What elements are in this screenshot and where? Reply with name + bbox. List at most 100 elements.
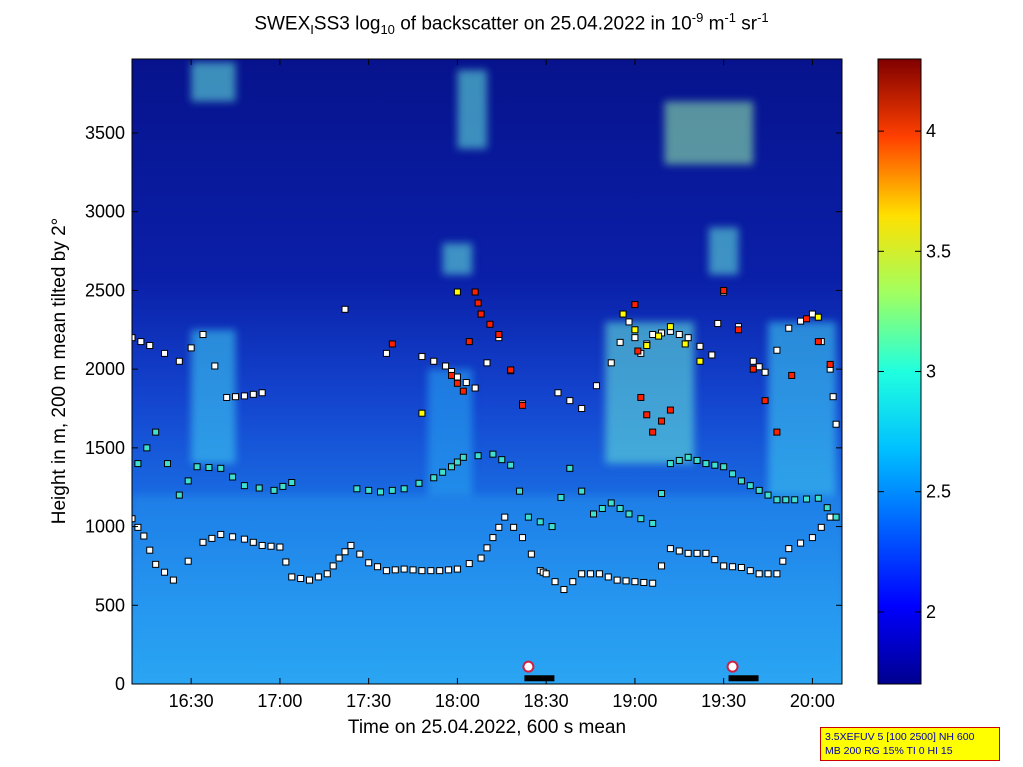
layer-marker	[607, 359, 615, 367]
layer-marker	[391, 566, 399, 574]
layer-marker	[519, 401, 526, 409]
x-axis-label: Time on 25.04.2022, 600 s mean	[347, 717, 627, 738]
layer-marker	[495, 331, 503, 339]
layer-marker	[826, 513, 834, 521]
layer-marker	[734, 326, 742, 334]
layer-marker	[764, 570, 772, 578]
layer-marker	[146, 546, 154, 554]
layer-marker	[814, 338, 822, 346]
layer-marker	[377, 488, 384, 496]
layer-marker	[193, 463, 201, 471]
layer-marker	[132, 515, 136, 523]
layer-marker	[675, 456, 683, 464]
layer-marker	[702, 460, 710, 468]
layer-marker	[548, 523, 556, 531]
layer-marker	[684, 334, 692, 342]
layer-marker	[643, 411, 651, 419]
layer-marker	[746, 482, 754, 490]
layer-marker	[453, 373, 461, 381]
layer-marker	[282, 558, 290, 566]
layer-marker	[459, 453, 467, 461]
layer-marker	[471, 384, 479, 392]
colorbar-tick-label: 3.5	[926, 241, 951, 261]
layer-marker	[693, 549, 701, 557]
layer-marker	[409, 566, 417, 574]
layer-marker	[761, 397, 769, 405]
layer-marker	[462, 379, 470, 387]
layer-marker	[483, 544, 491, 552]
layer-marker	[655, 332, 663, 340]
layer-marker	[161, 349, 169, 357]
layer-marker	[773, 346, 781, 354]
layer-marker	[249, 538, 257, 546]
layer-marker	[430, 357, 438, 365]
layer-marker	[693, 456, 701, 464]
layer-marker	[666, 545, 674, 553]
layer-marker	[439, 468, 447, 476]
layer-marker	[211, 362, 219, 370]
layer-marker	[643, 342, 651, 350]
layer-marker	[205, 464, 213, 472]
layer-marker	[803, 315, 810, 323]
info-line-1: 3.5XEFUV 5 [100 2500] NH 600	[825, 731, 975, 743]
layer-marker	[595, 570, 603, 578]
x-tick-label: 18:30	[524, 691, 569, 711]
plume-region	[708, 227, 739, 275]
layer-marker	[415, 479, 423, 487]
layer-marker	[448, 463, 455, 471]
colorbar-tick-label: 2.5	[926, 482, 951, 502]
layer-marker	[551, 578, 559, 586]
layer-marker	[785, 545, 793, 553]
layer-marker	[554, 389, 562, 397]
layer-marker	[448, 371, 455, 379]
layer-marker	[152, 428, 160, 436]
layer-marker	[764, 491, 772, 499]
layer-marker	[258, 389, 266, 397]
layer-marker	[240, 535, 248, 543]
plume-region	[664, 101, 754, 165]
layer-marker	[702, 549, 710, 557]
layer-marker	[335, 554, 343, 562]
layer-marker	[356, 550, 364, 558]
x-tick-label: 17:00	[257, 691, 302, 711]
ground-marker-bar	[524, 675, 555, 682]
layer-marker	[184, 477, 192, 485]
chart-title: SWEXISS3 log10 of backscatter on 25.04.2…	[254, 10, 769, 38]
y-tick-label: 3500	[85, 123, 125, 143]
layer-marker	[132, 334, 136, 342]
layer-marker	[619, 310, 627, 318]
layer-marker	[453, 379, 461, 387]
layer-marker	[164, 460, 171, 468]
layer-marker	[146, 342, 154, 350]
layer-marker	[590, 510, 597, 518]
layer-marker	[427, 567, 435, 575]
layer-marker	[229, 533, 237, 541]
layer-marker	[829, 393, 837, 401]
layer-marker	[557, 493, 565, 501]
layer-marker	[297, 575, 305, 583]
layer-marker	[217, 530, 225, 538]
layer-marker	[737, 564, 745, 572]
layer-marker	[140, 532, 148, 540]
layer-marker	[208, 534, 216, 542]
layer-marker	[817, 523, 825, 531]
layer-marker	[675, 331, 683, 339]
layer-marker	[175, 491, 183, 499]
layer-marker	[388, 486, 396, 494]
layer-marker	[773, 496, 781, 504]
layer-marker	[510, 523, 518, 531]
layer-marker	[477, 554, 485, 562]
layer-marker	[604, 573, 612, 581]
layer-marker	[388, 340, 396, 348]
layer-marker	[684, 549, 692, 557]
layer-marker	[365, 486, 373, 494]
layer-marker	[613, 576, 621, 584]
layer-marker	[785, 324, 793, 332]
layer-marker	[637, 393, 645, 401]
layer-marker	[773, 428, 781, 436]
layer-marker	[134, 460, 142, 468]
layer-marker	[832, 513, 840, 521]
layer-marker	[720, 463, 728, 471]
